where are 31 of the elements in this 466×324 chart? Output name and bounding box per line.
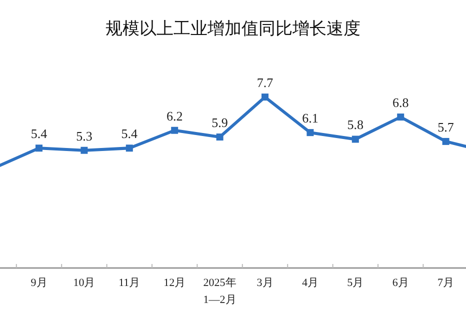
point [262,94,268,101]
point [126,144,133,152]
data-label: 5.4 [30,126,48,142]
data-label: 5.4 [121,126,138,142]
point [352,136,359,143]
point [36,144,42,152]
point [306,129,314,136]
data-label: 5.7 [438,119,454,134]
x-tick-label: 5月 [347,277,364,289]
x-tick-label: 10月 [73,277,96,289]
point [442,138,450,145]
x-tick-label: 11月 [118,277,140,289]
data-label: 6.2 [166,108,183,124]
point [171,126,178,134]
x-tick-label: 2025年 1—2月 [203,277,236,306]
data-label: 5.9 [212,115,228,130]
x-tick-label: 6月 [392,277,409,289]
x-tick-label: 7月 [438,277,454,289]
x-tick-label: 3月 [256,277,274,289]
data-label: 6.1 [302,110,318,126]
x-tick-label: 4月 [302,277,318,289]
point [80,146,88,154]
data-label: 7.7 [256,75,274,90]
data-label: 5.8 [347,117,364,132]
point [216,134,224,141]
data-label: 6.8 [392,95,409,110]
x-tick-label: 12月 [164,277,186,289]
chart-title: 规模以上工业增加值同比增长速度 [106,19,360,38]
x-tick-label: 9月 [30,277,48,289]
data-label: 5.3 [76,128,92,144]
point [397,114,404,121]
